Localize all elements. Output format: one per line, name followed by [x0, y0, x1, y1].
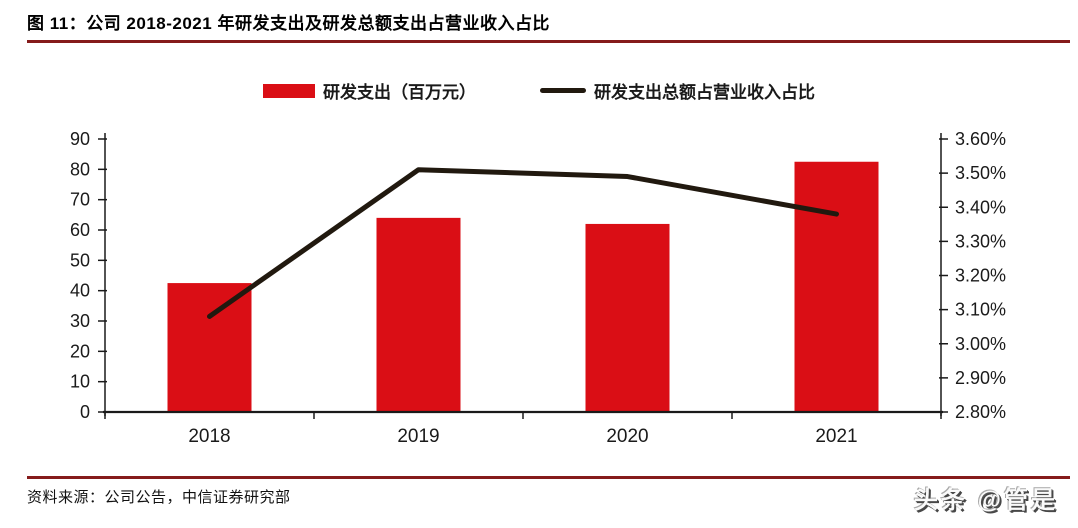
bar-2021	[794, 161, 879, 412]
right-tick-label: 3.60%	[955, 129, 1006, 149]
left-tick-label: 40	[70, 281, 90, 301]
x-category-label: 2020	[606, 426, 648, 447]
bar-2019	[376, 217, 461, 412]
left-tick-label: 20	[70, 341, 90, 361]
right-tick-label: 3.40%	[955, 197, 1006, 217]
chart-legend: 研发支出（百万元） 研发支出总额占营业收入占比	[0, 78, 1078, 103]
source-note: 资料来源：公司公告，中信证券研究部	[27, 489, 291, 506]
left-tick-label: 10	[70, 372, 90, 392]
legend-item-line: 研发支出总额占营业收入占比	[540, 78, 815, 103]
left-tick-label: 70	[70, 190, 90, 210]
left-tick-label: 50	[70, 250, 90, 270]
left-tick-label: 0	[80, 402, 90, 422]
bar-2018	[167, 283, 252, 412]
title-rule	[27, 40, 1070, 43]
watermark: 头条 @管是	[913, 487, 1058, 514]
bar-series-swatch	[263, 83, 315, 98]
left-tick-label: 90	[70, 129, 90, 149]
left-tick-label: 30	[70, 311, 90, 331]
x-category-label: 2021	[815, 426, 857, 447]
bar-2020	[585, 223, 670, 412]
right-tick-label: 3.00%	[955, 334, 1006, 354]
footer-rule	[27, 476, 1070, 479]
right-tick-label: 2.80%	[955, 402, 1006, 422]
x-category-label: 2019	[397, 426, 439, 447]
right-tick-label: 3.30%	[955, 231, 1006, 251]
right-tick-label: 2.90%	[955, 368, 1006, 388]
left-tick-label: 60	[70, 220, 90, 240]
legend-item-bar: 研发支出（百万元）	[263, 78, 476, 103]
line-series	[207, 167, 839, 319]
x-category-label: 2018	[188, 426, 230, 447]
left-tick-label: 80	[70, 159, 90, 179]
legend-bar-label: 研发支出（百万元）	[323, 83, 476, 102]
line-series-swatch	[540, 88, 586, 93]
page-title: 图 11：公司 2018-2021 年研发支出及研发总额支出占营业收入占比	[27, 14, 550, 33]
right-tick-label: 3.10%	[955, 300, 1006, 320]
legend-line-label: 研发支出总额占营业收入占比	[594, 83, 815, 102]
right-tick-label: 3.50%	[955, 163, 1006, 183]
right-tick-label: 3.20%	[955, 266, 1006, 286]
